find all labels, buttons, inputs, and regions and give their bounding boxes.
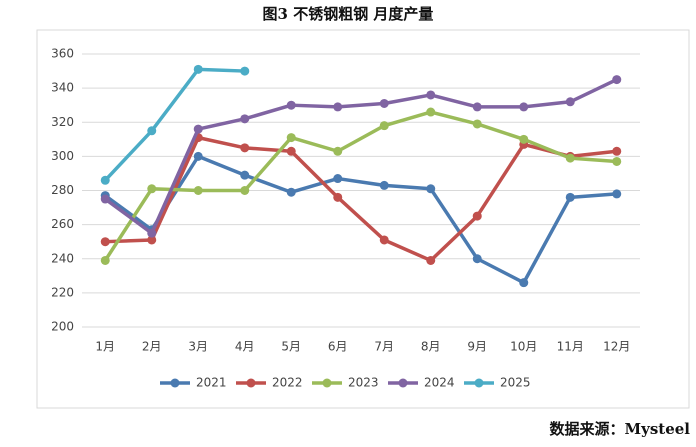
source-note: 数据来源：Mysteel [550, 420, 691, 438]
data-point [286, 187, 296, 197]
y-tick-label: 280 [51, 183, 74, 197]
data-point [379, 180, 389, 190]
x-tick-label: 10月 [510, 340, 537, 354]
x-tick-label: 6月 [328, 340, 348, 354]
data-point [333, 102, 343, 112]
series-line [104, 78, 618, 235]
data-point [379, 235, 389, 245]
y-tick-label: 300 [51, 149, 74, 163]
series-line [103, 110, 617, 262]
data-point [240, 114, 250, 124]
data-point [286, 133, 296, 143]
legend-marker [474, 378, 484, 388]
legend-label: 2024 [424, 376, 455, 390]
data-point [472, 254, 482, 264]
data-point [519, 102, 529, 112]
data-point [193, 151, 203, 161]
data-point [612, 189, 622, 199]
data-point [426, 90, 436, 100]
data-point [612, 156, 622, 166]
chart-title: 图3 不锈钢粗钢 月度产量 [263, 5, 434, 23]
data-point [565, 192, 575, 202]
y-tick-label: 240 [51, 251, 74, 265]
x-tick-label: 1月 [95, 340, 115, 354]
data-point [286, 146, 296, 156]
x-tick-label: 12月 [603, 340, 630, 354]
chart-frame [36, 29, 690, 409]
data-point [519, 134, 529, 144]
x-tick-label: 3月 [188, 340, 208, 354]
data-point [426, 107, 436, 117]
data-point [333, 146, 343, 156]
data-point [147, 184, 157, 194]
y-tick-label: 340 [51, 81, 74, 95]
data-point [286, 100, 296, 110]
data-point [426, 255, 436, 265]
series-line [105, 135, 617, 263]
data-point [379, 121, 389, 131]
data-point [100, 194, 110, 204]
data-point [612, 146, 622, 156]
y-tick-label: 200 [51, 320, 74, 334]
data-point [565, 97, 575, 107]
legend-marker [246, 378, 256, 388]
data-point [100, 255, 110, 265]
data-point [193, 64, 203, 74]
x-tick-label: 2月 [142, 340, 162, 354]
x-tick-label: 11月 [557, 340, 584, 354]
data-point [193, 186, 203, 195]
y-tick-label: 260 [51, 217, 74, 231]
data-point [333, 192, 343, 202]
legend-label: 2025 [500, 376, 531, 390]
legend-label: 2023 [348, 376, 379, 390]
x-tick-label: 8月 [421, 340, 441, 354]
data-point [100, 175, 110, 185]
series-line [104, 154, 617, 285]
data-point [240, 66, 250, 76]
data-point [472, 211, 482, 221]
x-tick-label: 9月 [467, 340, 487, 354]
legend-label: 2022 [272, 376, 303, 390]
data-point [612, 75, 622, 85]
legend-marker [170, 378, 180, 388]
data-point [426, 184, 436, 194]
data-point [379, 98, 389, 108]
legend-label: 2021 [196, 376, 227, 390]
data-point [519, 278, 529, 288]
legend-marker [398, 378, 408, 388]
data-point [472, 102, 482, 112]
legend-marker [322, 378, 332, 388]
data-point [100, 237, 110, 247]
data-point [240, 186, 250, 195]
y-tick-label: 220 [51, 285, 74, 299]
x-tick-label: 5月 [281, 340, 301, 354]
y-tick-label: 360 [51, 47, 74, 61]
data-point [193, 124, 203, 134]
data-point [147, 228, 157, 238]
data-point [147, 235, 157, 245]
data-point [472, 119, 482, 129]
data-point [240, 170, 250, 180]
series-line [103, 67, 245, 182]
x-tick-label: 7月 [374, 340, 394, 354]
data-point [565, 153, 575, 163]
y-tick-label: 320 [51, 115, 74, 129]
data-point [333, 174, 343, 184]
data-point [240, 143, 250, 153]
data-point [147, 126, 157, 136]
x-tick-label: 4月 [235, 340, 255, 354]
